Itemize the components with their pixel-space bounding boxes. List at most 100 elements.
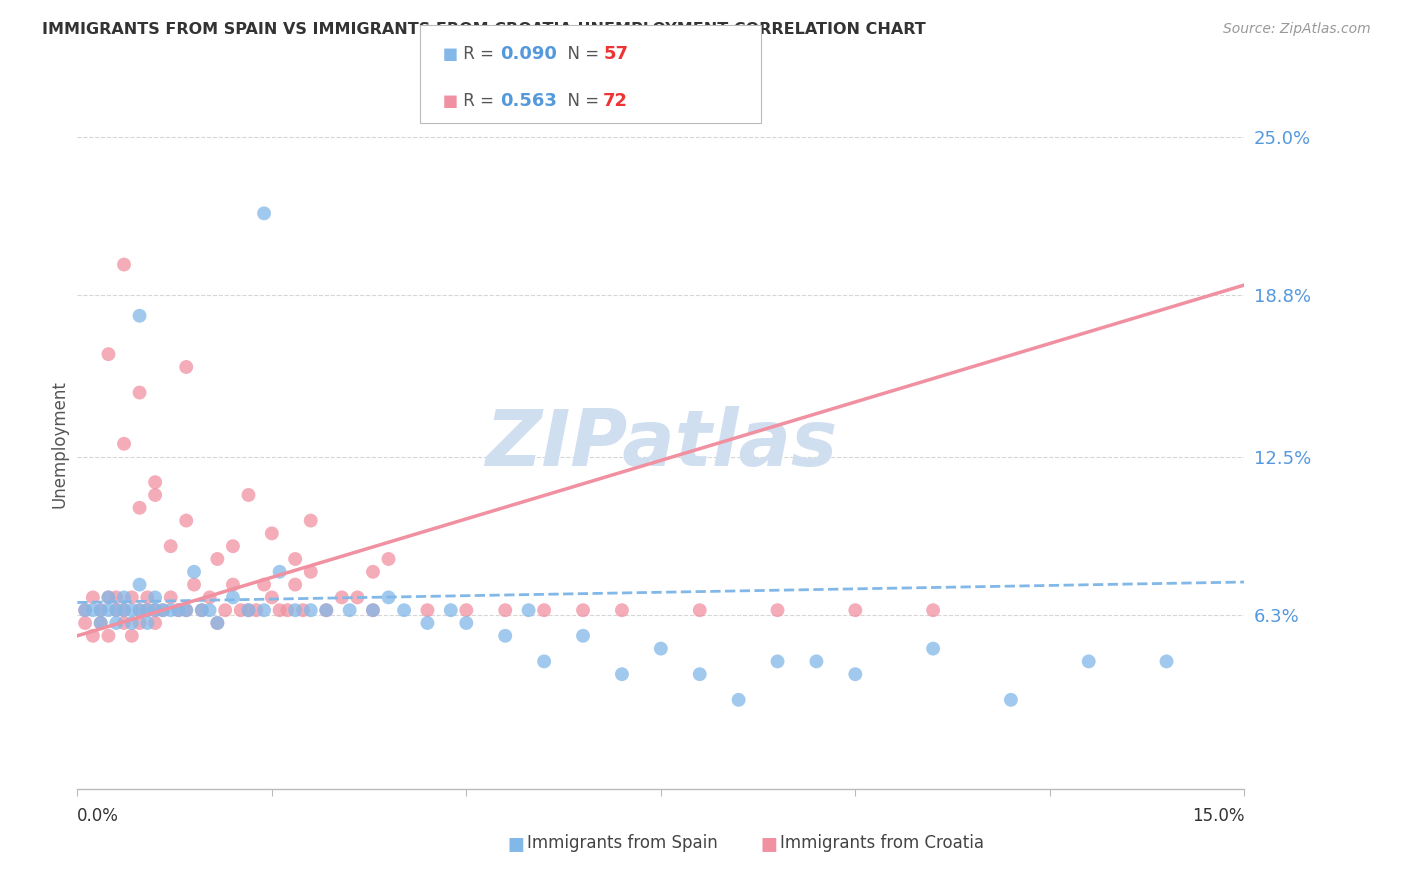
Point <box>533 603 555 617</box>
Text: R =: R = <box>458 92 499 110</box>
Point <box>299 603 322 617</box>
Point <box>152 603 174 617</box>
Point <box>207 615 229 630</box>
Point <box>416 615 439 630</box>
Point <box>112 437 135 451</box>
Point <box>90 603 112 617</box>
Point <box>610 603 633 617</box>
Point <box>128 577 150 591</box>
Point <box>346 591 368 605</box>
Point <box>112 591 135 605</box>
Point <box>136 603 159 617</box>
Point <box>121 615 143 630</box>
Point <box>245 603 267 617</box>
Point <box>143 603 166 617</box>
Point <box>315 603 337 617</box>
Point <box>1000 693 1022 707</box>
Point <box>97 347 120 361</box>
Point <box>198 591 221 605</box>
Text: N =: N = <box>557 45 605 63</box>
Point <box>377 552 399 566</box>
Text: 57: 57 <box>603 45 628 63</box>
Point <box>766 654 789 668</box>
Point <box>136 615 159 630</box>
Point <box>97 591 120 605</box>
Point <box>174 603 197 617</box>
Point <box>260 526 283 541</box>
Point <box>844 667 866 681</box>
Point <box>222 577 245 591</box>
Point <box>456 603 478 617</box>
Point <box>1156 654 1178 668</box>
Point <box>128 603 150 617</box>
Point <box>90 603 112 617</box>
Point <box>1077 654 1099 668</box>
Point <box>299 565 322 579</box>
Point <box>90 615 112 630</box>
Point <box>128 385 150 400</box>
Point <box>269 603 291 617</box>
Text: IMMIGRANTS FROM SPAIN VS IMMIGRANTS FROM CROATIA UNEMPLOYMENT CORRELATION CHART: IMMIGRANTS FROM SPAIN VS IMMIGRANTS FROM… <box>42 22 927 37</box>
Point <box>361 565 384 579</box>
Point <box>238 603 260 617</box>
Text: Source: ZipAtlas.com: Source: ZipAtlas.com <box>1223 22 1371 37</box>
Text: 72: 72 <box>603 92 628 110</box>
Point <box>361 603 384 617</box>
Point <box>392 603 415 617</box>
Point <box>922 603 945 617</box>
Point <box>105 615 128 630</box>
Text: 0.563: 0.563 <box>501 92 557 110</box>
Point <box>128 309 150 323</box>
Point <box>727 693 749 707</box>
Point <box>572 603 595 617</box>
Point <box>97 591 120 605</box>
Point <box>159 591 181 605</box>
Point <box>377 591 399 605</box>
Point <box>214 603 236 617</box>
Point <box>112 615 135 630</box>
Point <box>806 654 828 668</box>
Text: ▪: ▪ <box>441 42 458 66</box>
Point <box>191 603 214 617</box>
Text: ▪: ▪ <box>759 829 778 857</box>
Point <box>253 603 276 617</box>
Point <box>222 591 245 605</box>
Text: 0.0%: 0.0% <box>77 807 120 825</box>
Point <box>229 603 252 617</box>
Text: N =: N = <box>557 92 605 110</box>
Point <box>143 591 166 605</box>
Point <box>136 603 159 617</box>
Point <box>689 603 711 617</box>
Point <box>284 603 307 617</box>
Point <box>276 603 298 617</box>
Point <box>291 603 314 617</box>
Point <box>128 603 150 617</box>
Point <box>183 565 205 579</box>
Point <box>97 603 120 617</box>
Point <box>143 615 166 630</box>
Point <box>121 591 143 605</box>
Point <box>112 603 135 617</box>
Text: Immigrants from Croatia: Immigrants from Croatia <box>780 834 984 852</box>
Point <box>284 552 307 566</box>
Y-axis label: Unemployment: Unemployment <box>51 380 69 508</box>
Point <box>238 603 260 617</box>
Point <box>222 539 245 553</box>
Text: ▪: ▪ <box>441 89 458 113</box>
Point <box>112 603 135 617</box>
Point <box>159 539 181 553</box>
Point <box>494 603 516 617</box>
Point <box>143 488 166 502</box>
Point <box>121 603 143 617</box>
Point <box>174 603 197 617</box>
Text: ▪: ▪ <box>506 829 524 857</box>
Point <box>253 206 276 220</box>
Point <box>159 603 181 617</box>
Point <box>121 629 143 643</box>
Point <box>82 603 104 617</box>
Point <box>167 603 190 617</box>
Point <box>105 603 128 617</box>
Point <box>610 667 633 681</box>
Point <box>174 359 197 374</box>
Point <box>284 577 307 591</box>
